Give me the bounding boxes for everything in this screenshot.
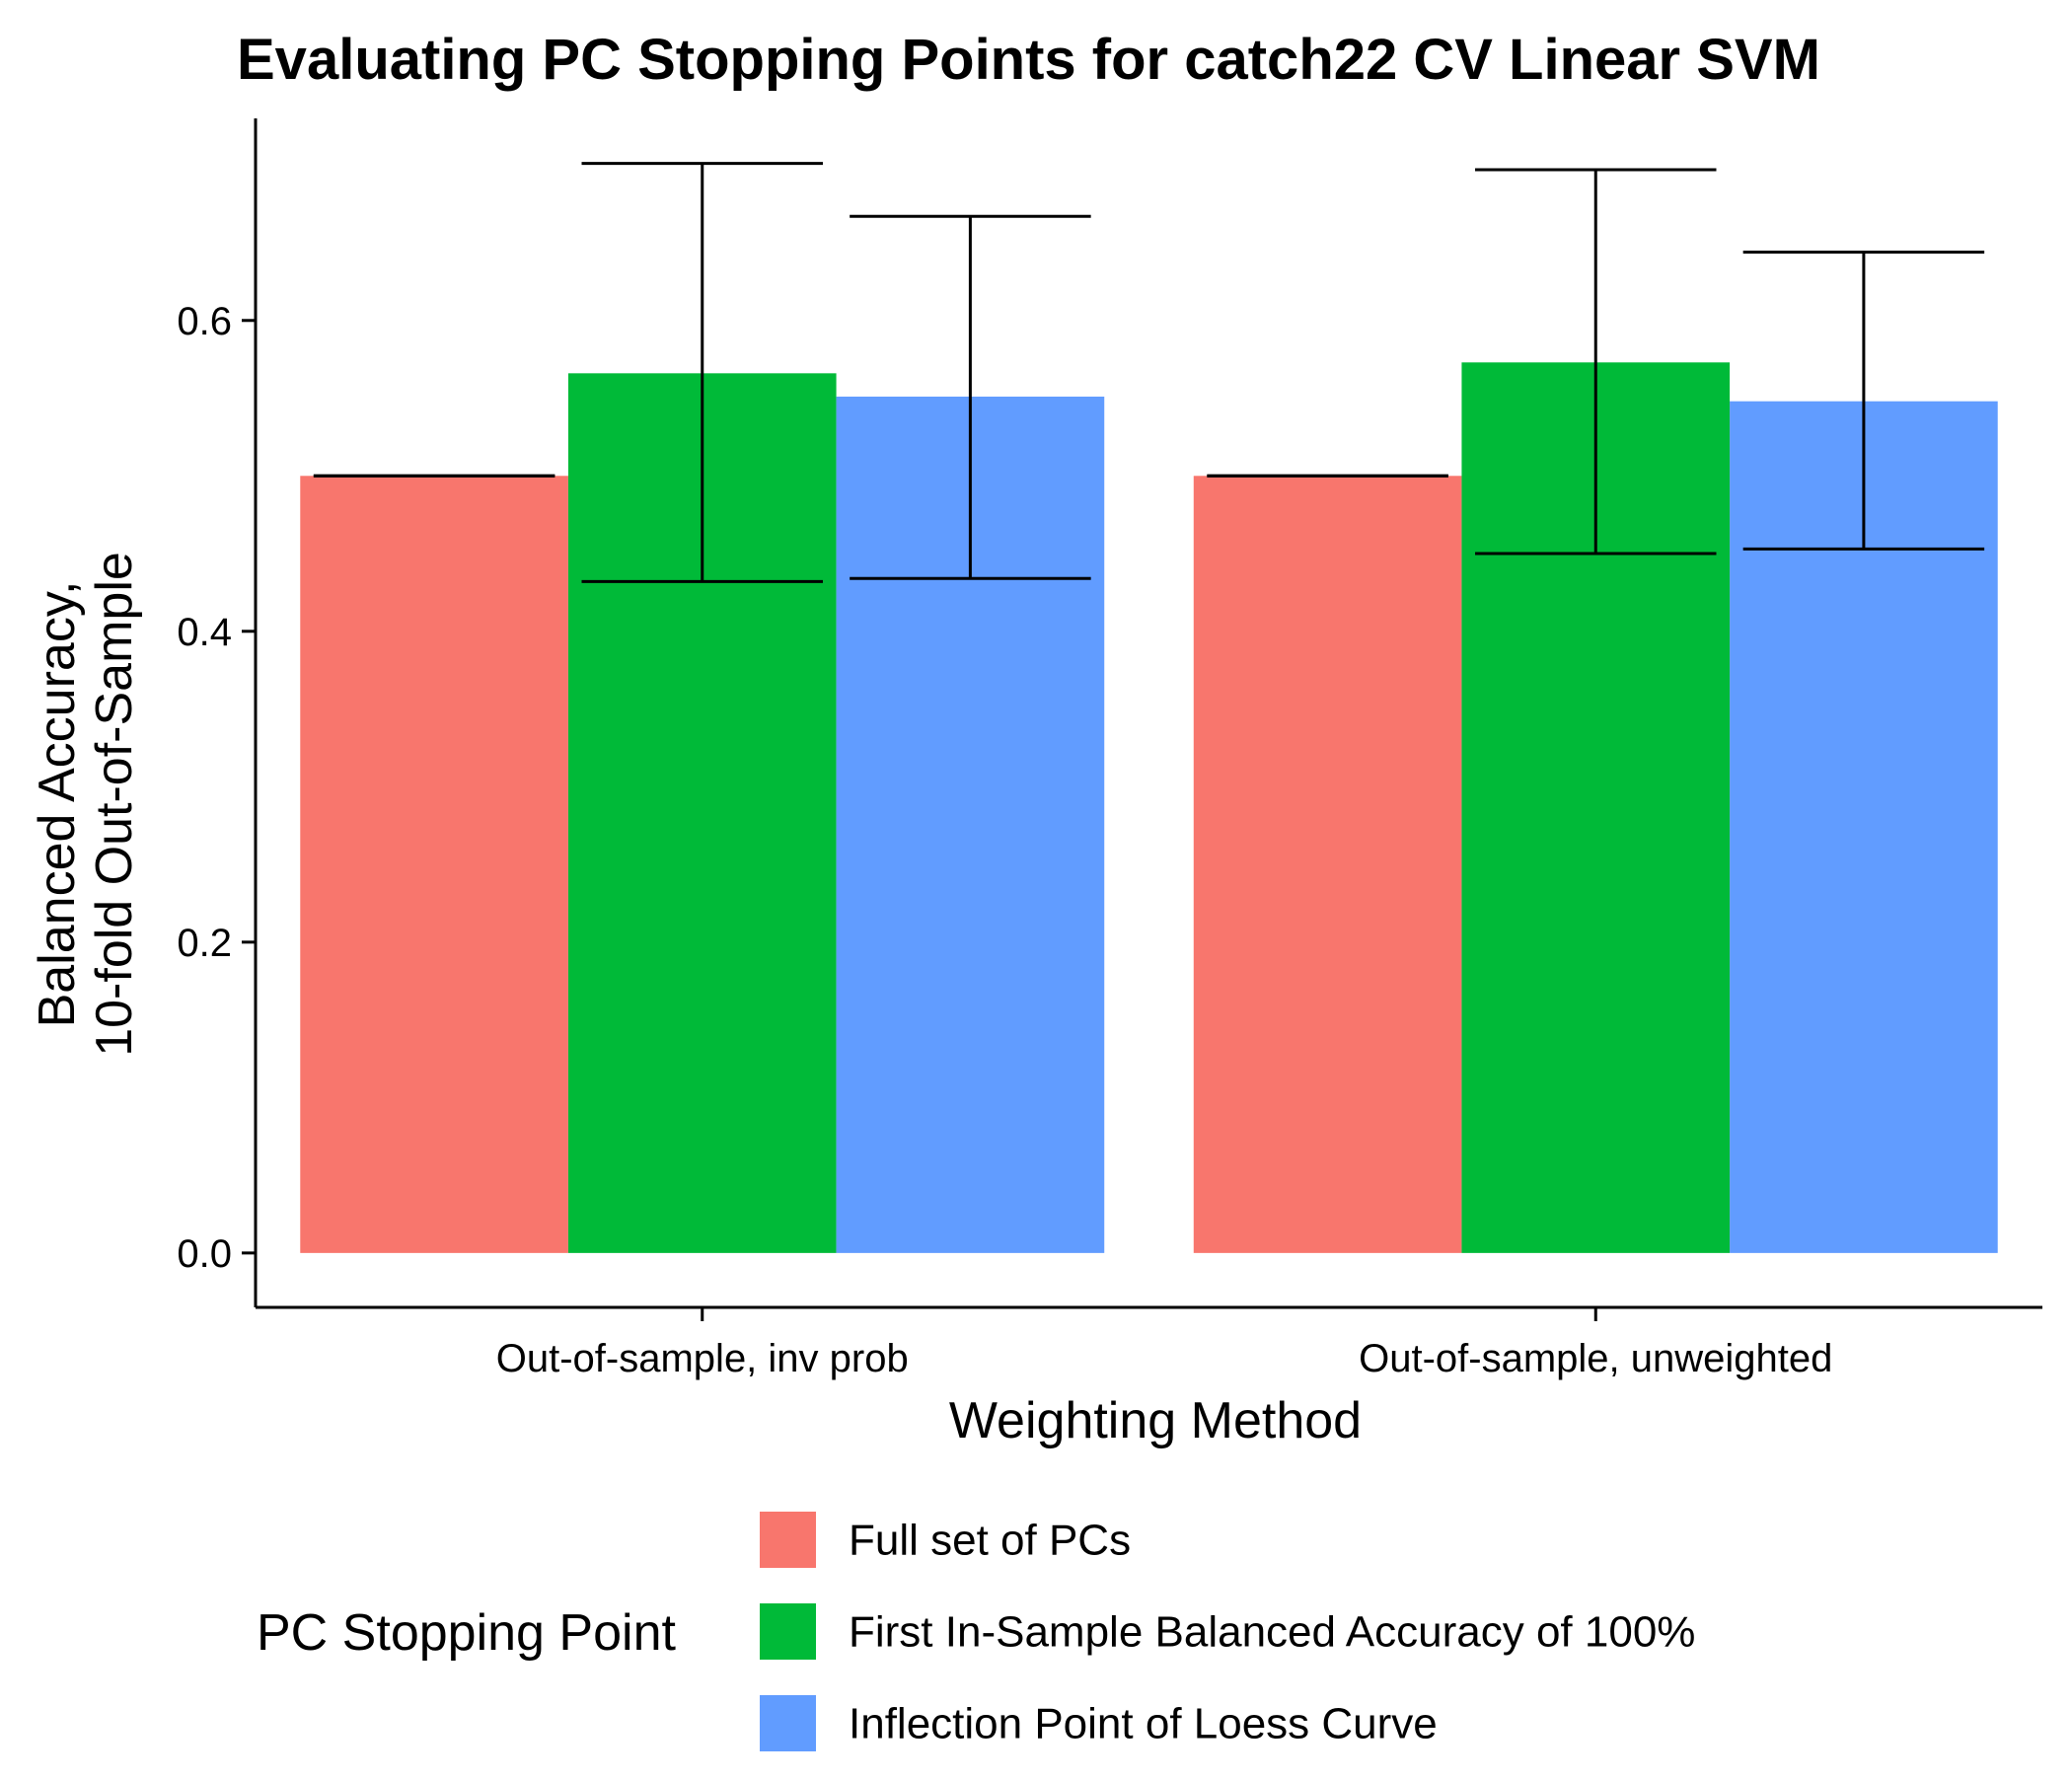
legend-label: Full set of PCs [849,1517,1131,1565]
plot-area: Out-of-sample, inv prob Out-of-sample, un… [177,118,2042,1380]
legend-key [760,1603,816,1660]
x-tick-label: Out-of-sample, unweighted [1359,1337,1832,1380]
y-tick-label: 0.0 [177,1232,232,1276]
y-tick-label: 0.2 [177,922,232,965]
x-tick-label: Out-of-sample, inv prob [496,1337,909,1380]
legend-key [760,1695,816,1751]
legend: PC Stopping Point Full set of PCs First I… [257,1512,1695,1751]
y-axis-title-group: Balanced Accuracy, 10-fold Out-of-Sample [29,552,143,1057]
legend-title: PC Stopping Point [257,1604,676,1662]
legend-label: Inflection Point of Loess Curve [849,1700,1438,1748]
y-axis-title-line-1: Balanced Accuracy, [29,581,86,1028]
y-tick-label: 0.6 [177,300,232,343]
legend-key [760,1512,816,1568]
x-axis-title: Weighting Method [949,1392,1362,1449]
y-axis-title-line-2: 10-fold Out-of-Sample [86,552,143,1057]
chart-title: Evaluating PC Stopping Points for catch2… [237,28,1820,92]
y-tick-label: 0.4 [177,611,232,654]
bar [300,476,568,1253]
legend-label: First In-Sample Balanced Accuracy of 100… [849,1608,1695,1657]
bar [1193,476,1462,1253]
